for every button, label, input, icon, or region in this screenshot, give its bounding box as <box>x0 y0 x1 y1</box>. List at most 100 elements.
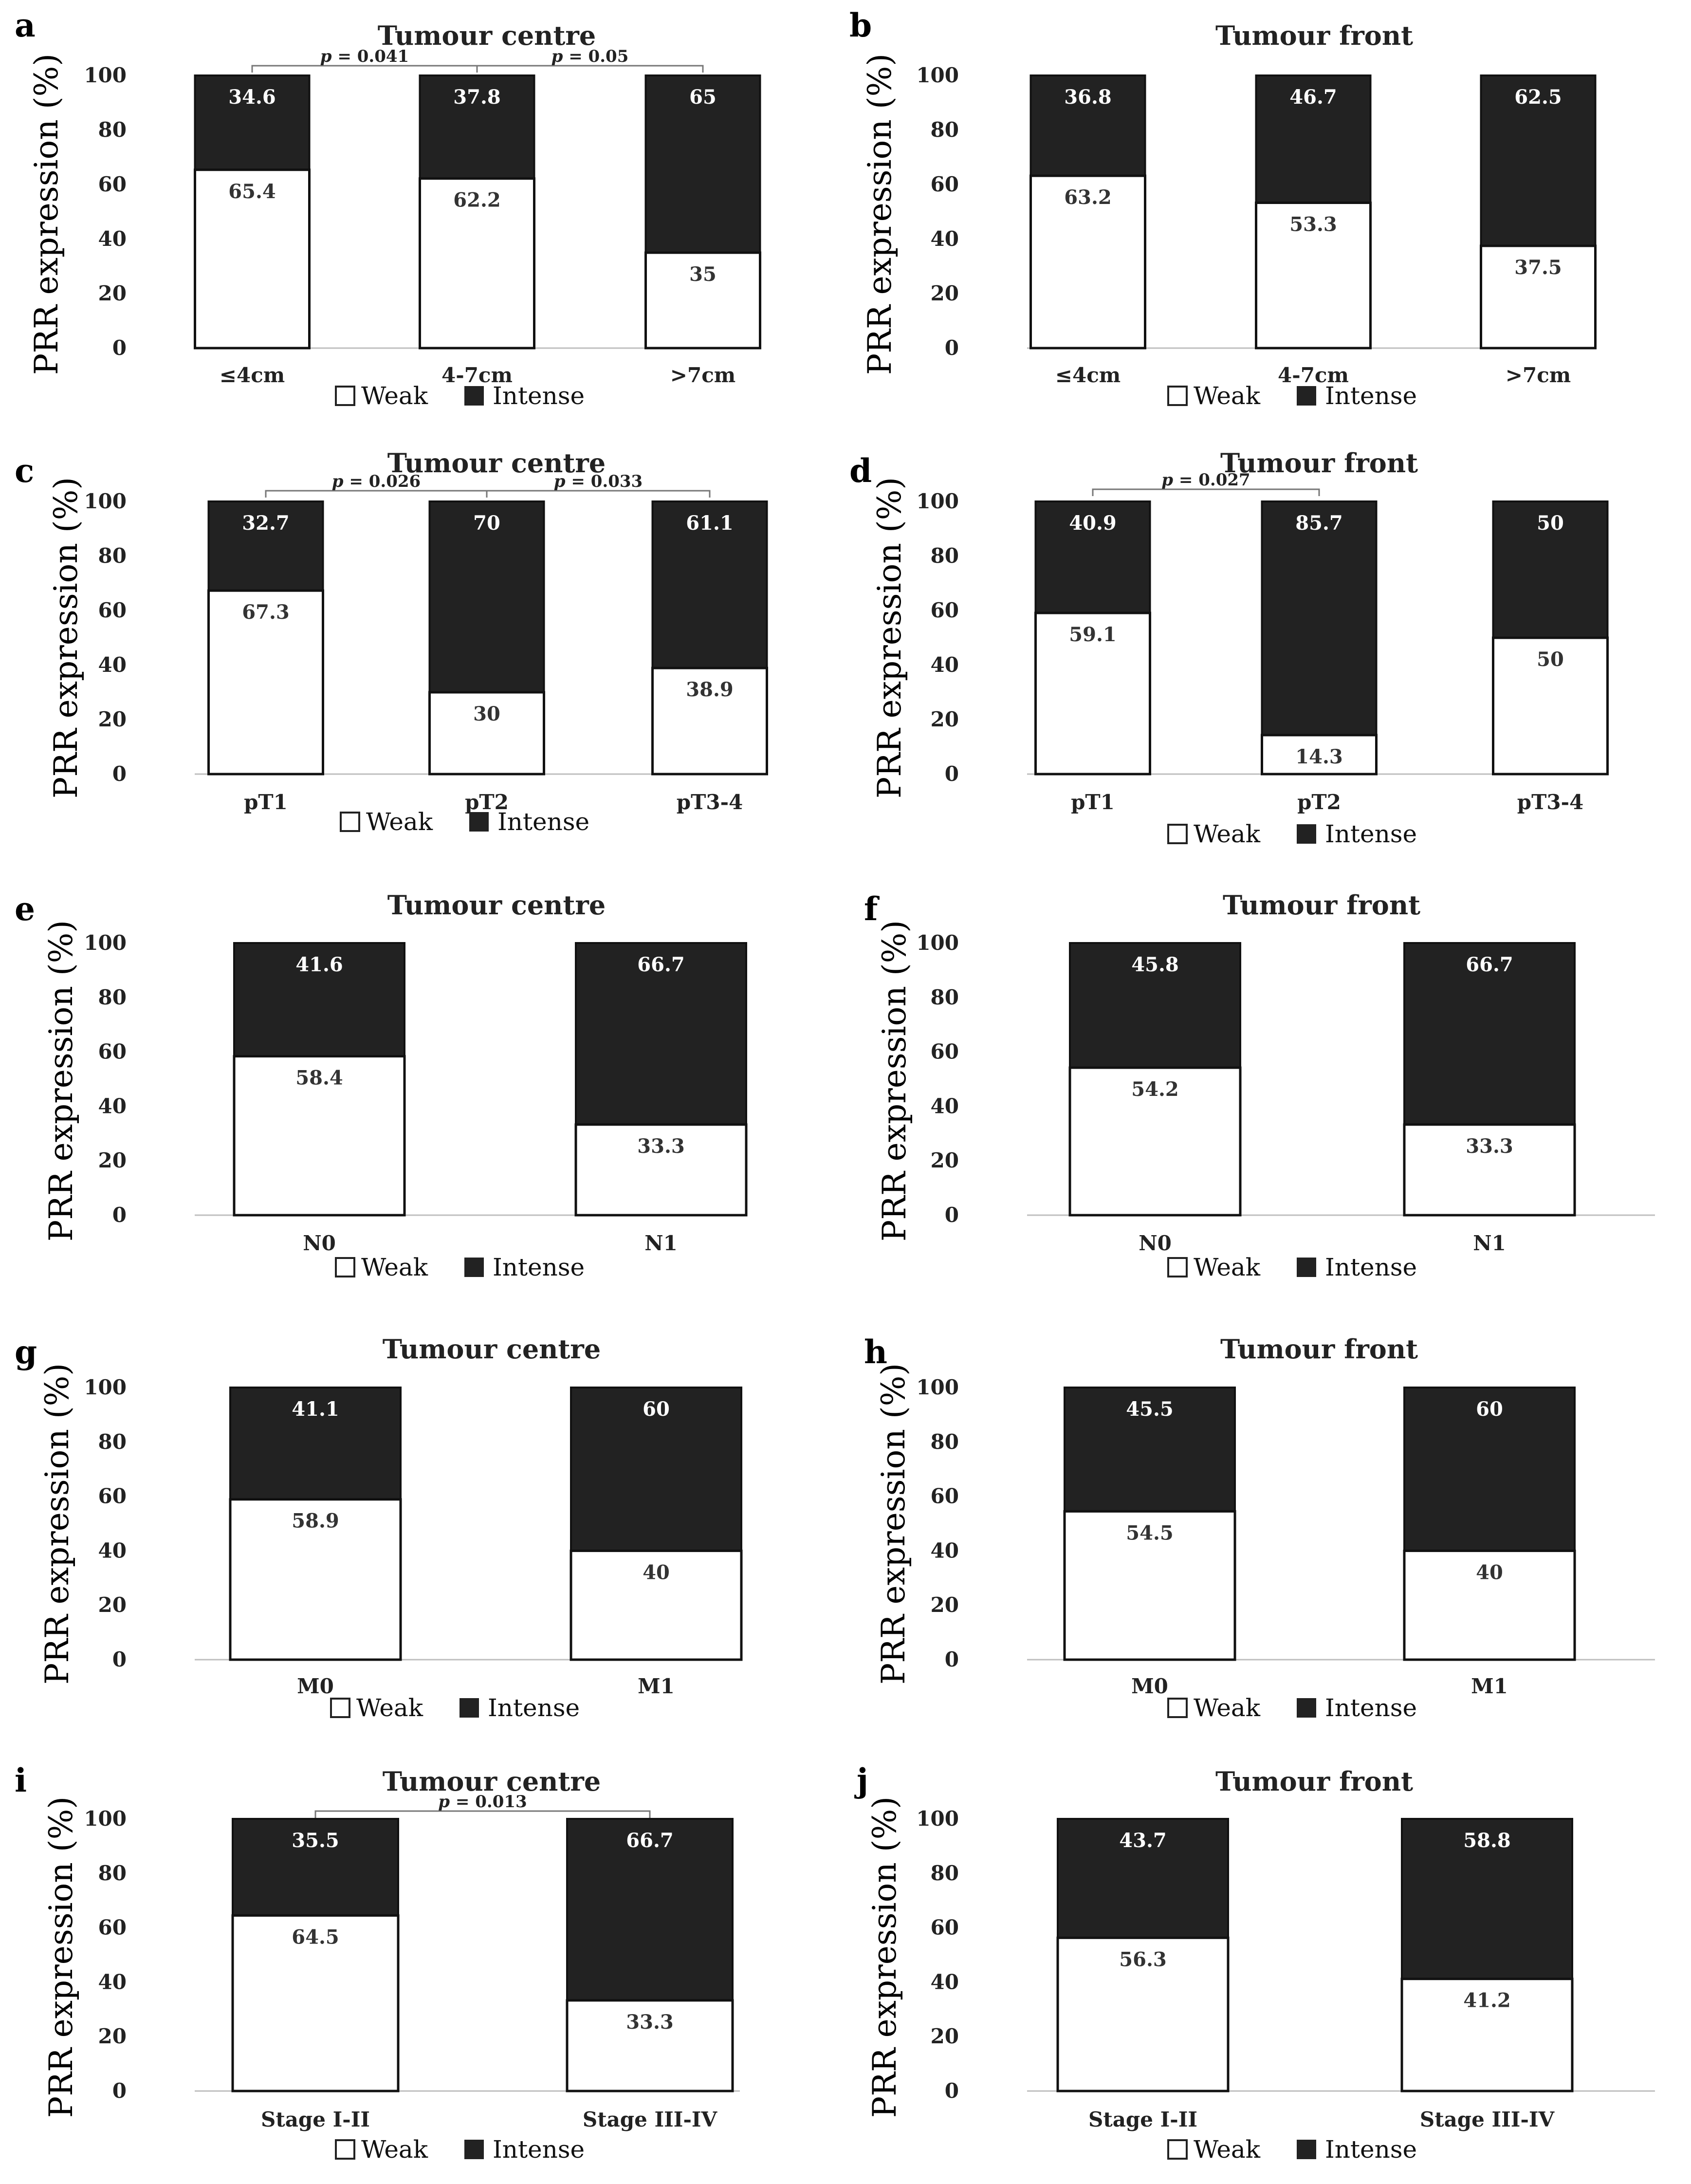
data-label-intense: 37.8 <box>453 86 500 109</box>
y-tick-label: 60 <box>931 172 959 196</box>
data-label-intense: 50 <box>1537 512 1564 535</box>
bar-intense <box>651 500 768 669</box>
y-tick-label: 0 <box>945 2079 959 2103</box>
bar-weak <box>1034 611 1151 776</box>
chart-title: Tumour front <box>1220 1333 1418 1365</box>
p-value-label: p = 0.05 <box>551 47 629 66</box>
data-label-weak: 58.9 <box>292 1510 339 1533</box>
legend-intense-label: Intense <box>493 2135 585 2164</box>
legend-intense-swatch <box>469 812 489 832</box>
y-tick-label: 40 <box>931 1538 959 1562</box>
panel-letter: e <box>15 890 35 928</box>
bar-intense <box>1403 1387 1576 1552</box>
bar-intense <box>1064 1387 1236 1513</box>
y-axis-label: PRR expression (%) <box>866 1796 903 2118</box>
data-label-intense: 43.7 <box>1119 1829 1166 1852</box>
bar-intense <box>194 74 311 171</box>
y-axis-label: PRR expression (%) <box>875 1363 912 1684</box>
bar-intense <box>644 74 761 254</box>
legend-intense-label: Intense <box>1325 382 1417 410</box>
bar-weak <box>574 1123 748 1217</box>
data-label-intense: 66.7 <box>1466 953 1513 976</box>
chart-title: Tumour centre <box>383 1333 601 1365</box>
y-tick-label: 100 <box>84 63 127 87</box>
bar-intense <box>229 1387 402 1500</box>
legend-intense-label: Intense <box>1325 1694 1417 1722</box>
data-label-intense: 45.5 <box>1126 1398 1173 1421</box>
chart-panel-g: g Tumour centre PRR expression (%) 0 20 40 60 8… <box>15 1333 743 1722</box>
data-label-weak: 50 <box>1537 648 1564 671</box>
y-tick-label: 20 <box>98 1593 127 1617</box>
category-label: pT2 <box>1297 790 1341 814</box>
category-label: ≤4cm <box>220 363 285 387</box>
bar-weak <box>1068 1066 1242 1217</box>
data-label-intense: 61.1 <box>686 512 733 535</box>
legend-weak-swatch <box>335 1257 355 1277</box>
data-label-intense: 60 <box>1476 1398 1503 1421</box>
data-label-weak: 33.3 <box>1466 1135 1513 1158</box>
y-tick-label: 100 <box>84 1375 127 1399</box>
bar-intense <box>575 942 747 1126</box>
y-tick-label: 60 <box>931 1916 959 1940</box>
y-tick-label: 80 <box>98 985 127 1009</box>
bar-intense <box>1034 500 1151 614</box>
y-tick-label: 80 <box>98 118 127 142</box>
y-tick-label: 40 <box>98 227 127 251</box>
data-label-intense: 62.5 <box>1514 86 1562 109</box>
bar-intense <box>232 1818 399 1917</box>
y-tick-label: 20 <box>931 707 959 731</box>
chart-title: Tumour centre <box>387 447 606 479</box>
legend-intense-swatch <box>1297 386 1316 406</box>
y-tick-label: 80 <box>98 1861 127 1885</box>
panel-letter: f <box>864 890 880 928</box>
legend-intense-swatch <box>1297 1258 1316 1277</box>
bar-intense <box>1492 500 1609 639</box>
data-label-intense: 35.5 <box>292 1829 339 1852</box>
bar-weak <box>1029 174 1146 350</box>
legend-intense-swatch <box>464 1258 484 1277</box>
y-axis-label: PRR expression (%) <box>28 54 65 375</box>
y-tick-label: 0 <box>945 336 959 360</box>
y-tick-label: 80 <box>931 1430 959 1454</box>
y-tick-label: 60 <box>98 172 127 196</box>
data-label-weak: 53.3 <box>1289 213 1337 236</box>
data-label-weak: 30 <box>473 703 500 725</box>
legend-intense-label: Intense <box>1325 1253 1417 1281</box>
bar-intense <box>1057 1818 1229 1939</box>
bar-weak <box>570 1549 743 1661</box>
data-label-intense: 34.6 <box>228 86 276 109</box>
bar-weak <box>644 251 761 350</box>
y-tick-label: 100 <box>916 489 959 513</box>
legend-weak-label: Weak <box>1194 1694 1261 1722</box>
category-label: >7cm <box>670 363 735 387</box>
legend-weak-swatch <box>1167 386 1188 406</box>
category-label: pT2 <box>465 790 509 814</box>
data-label-weak: 65.4 <box>228 180 276 203</box>
data-label-weak: 33.3 <box>626 2011 673 2034</box>
data-label-weak: 67.3 <box>242 601 289 624</box>
category-label: ≤4cm <box>1055 363 1121 387</box>
data-label-weak: 33.3 <box>637 1135 684 1158</box>
p-value-label: p = 0.013 <box>438 1792 527 1812</box>
bar-weak <box>428 691 545 776</box>
data-label-weak: 38.9 <box>686 678 733 701</box>
data-label-intense: 70 <box>473 512 500 535</box>
bar-weak <box>1403 1549 1576 1661</box>
bar-intense <box>1403 942 1576 1126</box>
data-label-weak: 58.4 <box>295 1067 343 1090</box>
legend-intense-label: Intense <box>1325 820 1417 848</box>
y-tick-label: 80 <box>98 1430 127 1454</box>
legend-weak-label: Weak <box>1194 1253 1261 1281</box>
y-tick-label: 20 <box>931 2024 959 2048</box>
chart-panel-a: a Tumour centre PRR expression (%) 0 20 40 60 8… <box>15 6 761 410</box>
y-tick-label: 20 <box>98 1148 127 1172</box>
y-axis-label: PRR expression (%) <box>861 54 899 375</box>
data-label-weak: 63.2 <box>1064 186 1111 209</box>
bar-weak <box>207 589 324 776</box>
bar-weak <box>1403 1123 1576 1217</box>
legend-weak-label: Weak <box>1194 2135 1261 2164</box>
bar-intense <box>207 500 324 592</box>
y-tick-label: 60 <box>98 1040 127 1064</box>
legend-weak-swatch <box>1167 824 1188 844</box>
